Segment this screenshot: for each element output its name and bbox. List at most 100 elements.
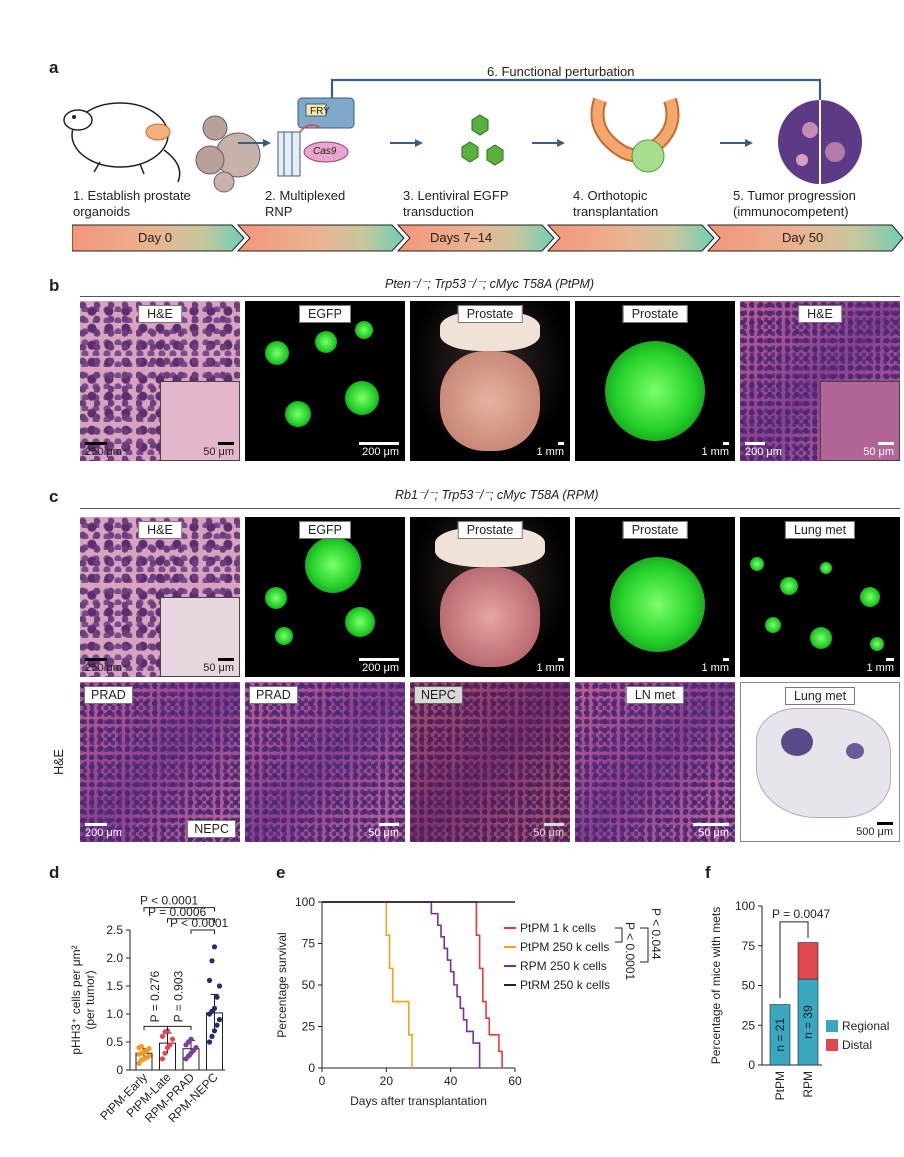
organoid-spheres-icon xyxy=(195,115,261,193)
timeline-bar xyxy=(72,224,904,252)
tile-label: H&E xyxy=(138,305,182,323)
legend-swatch xyxy=(826,1020,838,1032)
data-point xyxy=(209,1033,215,1039)
scale-bar: 200 μm xyxy=(359,658,399,674)
step-4-label: 4. Orthotopic transplantation xyxy=(573,188,659,219)
c-tile-lung-met-egfp: Lung met 1 mm xyxy=(740,517,900,677)
y-axis-label: Percentage of mice with mets xyxy=(709,907,723,1064)
mouse-icon xyxy=(63,102,181,183)
panel-label-f: f xyxy=(705,863,711,882)
y-tick-label: 2.5 xyxy=(106,923,123,937)
step-2-label: 2. Multiplexed RNP xyxy=(265,188,346,219)
y-tick-label: 100 xyxy=(735,899,755,913)
panel-c-rule xyxy=(80,508,900,509)
b-tile-he-2: H&E 200 μm 50 μm xyxy=(740,301,900,461)
y-tick-label: 50 xyxy=(742,979,756,993)
data-point xyxy=(146,1053,152,1059)
tile-label: PRAD xyxy=(249,686,298,704)
data-point xyxy=(164,1028,171,1034)
panel-label-d: d xyxy=(49,863,60,882)
legend-swatch xyxy=(826,1039,838,1051)
y-axis-label: (per tumor) xyxy=(83,970,97,1029)
electroporator-icon xyxy=(277,97,355,177)
y-tick-label: 25 xyxy=(742,1018,756,1032)
panel-b-rule xyxy=(80,296,900,297)
chart-d: 0 0.5 1.0 1.5 2.0 2.5 pHH3⁺ cells per μm² (per … xyxy=(69,894,228,1126)
legend-label: Distal xyxy=(842,1038,872,1052)
x-tick-label: PtPM xyxy=(773,1071,787,1100)
scale-bar: 50 μm xyxy=(533,823,564,839)
data-point xyxy=(162,1050,168,1056)
data-point xyxy=(214,994,220,1000)
p-value-label: P < 0.0001 xyxy=(170,916,228,930)
tile-label: H&E xyxy=(138,521,182,539)
b-tile-prostate-photo: Prostate 1 mm xyxy=(410,301,570,461)
significance-bracket xyxy=(640,927,649,963)
tile-label: Prostate xyxy=(622,521,688,539)
legend-label: PtPM 250 k cells xyxy=(520,940,609,954)
data-point xyxy=(209,958,215,964)
c-tile-he-1: H&E 250 μm 50 μm xyxy=(80,517,240,677)
p-value-label: P < 0.0001 xyxy=(140,894,198,908)
legend-label: PtPM 1 k cells xyxy=(520,921,596,935)
data-point xyxy=(214,1022,220,1028)
significance-bracket xyxy=(167,918,215,923)
step-5-label: 5. Tumor progression (immunocompetent) xyxy=(733,188,856,219)
data-point xyxy=(206,1039,213,1045)
data-point xyxy=(211,1028,218,1034)
survival-curve xyxy=(322,901,481,1068)
data-point xyxy=(159,1056,166,1062)
scale-bar: 1 mm xyxy=(702,442,729,458)
c-tile-prad-2: PRAD 50 μm xyxy=(245,682,405,842)
data-point xyxy=(193,1045,199,1051)
panel-a-schematic xyxy=(63,78,862,193)
y-tick-label: 25 xyxy=(302,1020,316,1034)
b-tile-he-1: H&E 250 μm 50 μm xyxy=(80,301,240,461)
timeline-day-50: Day 50 xyxy=(782,230,824,245)
tile-label: PRAD xyxy=(84,686,133,704)
n-label: n = 21 xyxy=(773,1018,787,1052)
y-tick-label: 2.0 xyxy=(106,951,123,965)
c-tile-prostate-egfp: Prostate 1 mm xyxy=(575,517,735,677)
x-tick-label: 40 xyxy=(444,1074,458,1088)
tile-label: Prostate xyxy=(622,305,688,323)
scale-bar: 1 mm xyxy=(867,658,894,674)
y-tick-label: 75 xyxy=(302,937,316,951)
scale-bar: 50 μm xyxy=(368,823,399,839)
scale-bar: 200 μm xyxy=(745,442,782,458)
panel-label-a: a xyxy=(49,58,59,77)
data-point xyxy=(211,944,218,950)
n-label: n = 39 xyxy=(801,1005,815,1039)
data-point xyxy=(211,1005,218,1011)
x-axis-label: Days after transplantation xyxy=(350,1094,487,1108)
significance-bracket xyxy=(779,921,809,999)
scale-bar: 200 μm xyxy=(359,442,399,458)
scale-bar: 1 mm xyxy=(537,658,564,674)
y-axis-label: pHH3⁺ cells per μm² xyxy=(69,945,83,1054)
significance-bracket xyxy=(190,929,215,934)
panel-label-e: e xyxy=(276,863,286,882)
y-tick-label: 0 xyxy=(748,1058,755,1072)
c-tile-nepc: NEPC 50 μm xyxy=(410,682,570,842)
tile-label: LN met xyxy=(625,686,685,704)
scale-bar: 500 μm xyxy=(856,822,893,838)
scale-bar: 1 mm xyxy=(537,442,564,458)
tile-label: EGFP xyxy=(298,521,352,539)
data-point xyxy=(146,1046,152,1052)
significance-bracket xyxy=(143,907,215,912)
p-value-label: P < 0.0001 xyxy=(623,922,637,980)
feedback-arrow xyxy=(330,78,822,110)
timeline-day-0: Day 0 xyxy=(138,230,172,245)
panel-label-c: c xyxy=(49,487,59,506)
c-tile-prad-1: PRAD 200 μm NEPC xyxy=(80,682,240,842)
chart-e: 0 25 50 75 100 0 20 40 60 Days after transplantat… xyxy=(275,895,663,1108)
scale-bar: 50 μm xyxy=(693,823,729,839)
timeline-days-7-14: Days 7–14 xyxy=(430,230,493,245)
x-tick-label: 0 xyxy=(319,1074,326,1088)
legend-label: PtRM 250 k cells xyxy=(520,978,610,992)
scale-bar: 250 μm xyxy=(85,658,122,674)
stacked-bar xyxy=(769,1004,791,1066)
panel-c-genotype: Rb1⁻/⁻; Trp53⁻/⁻; cMyc T58A (RPM) xyxy=(395,488,599,502)
tile-label: Lung met xyxy=(784,687,856,705)
data-point xyxy=(216,983,223,989)
